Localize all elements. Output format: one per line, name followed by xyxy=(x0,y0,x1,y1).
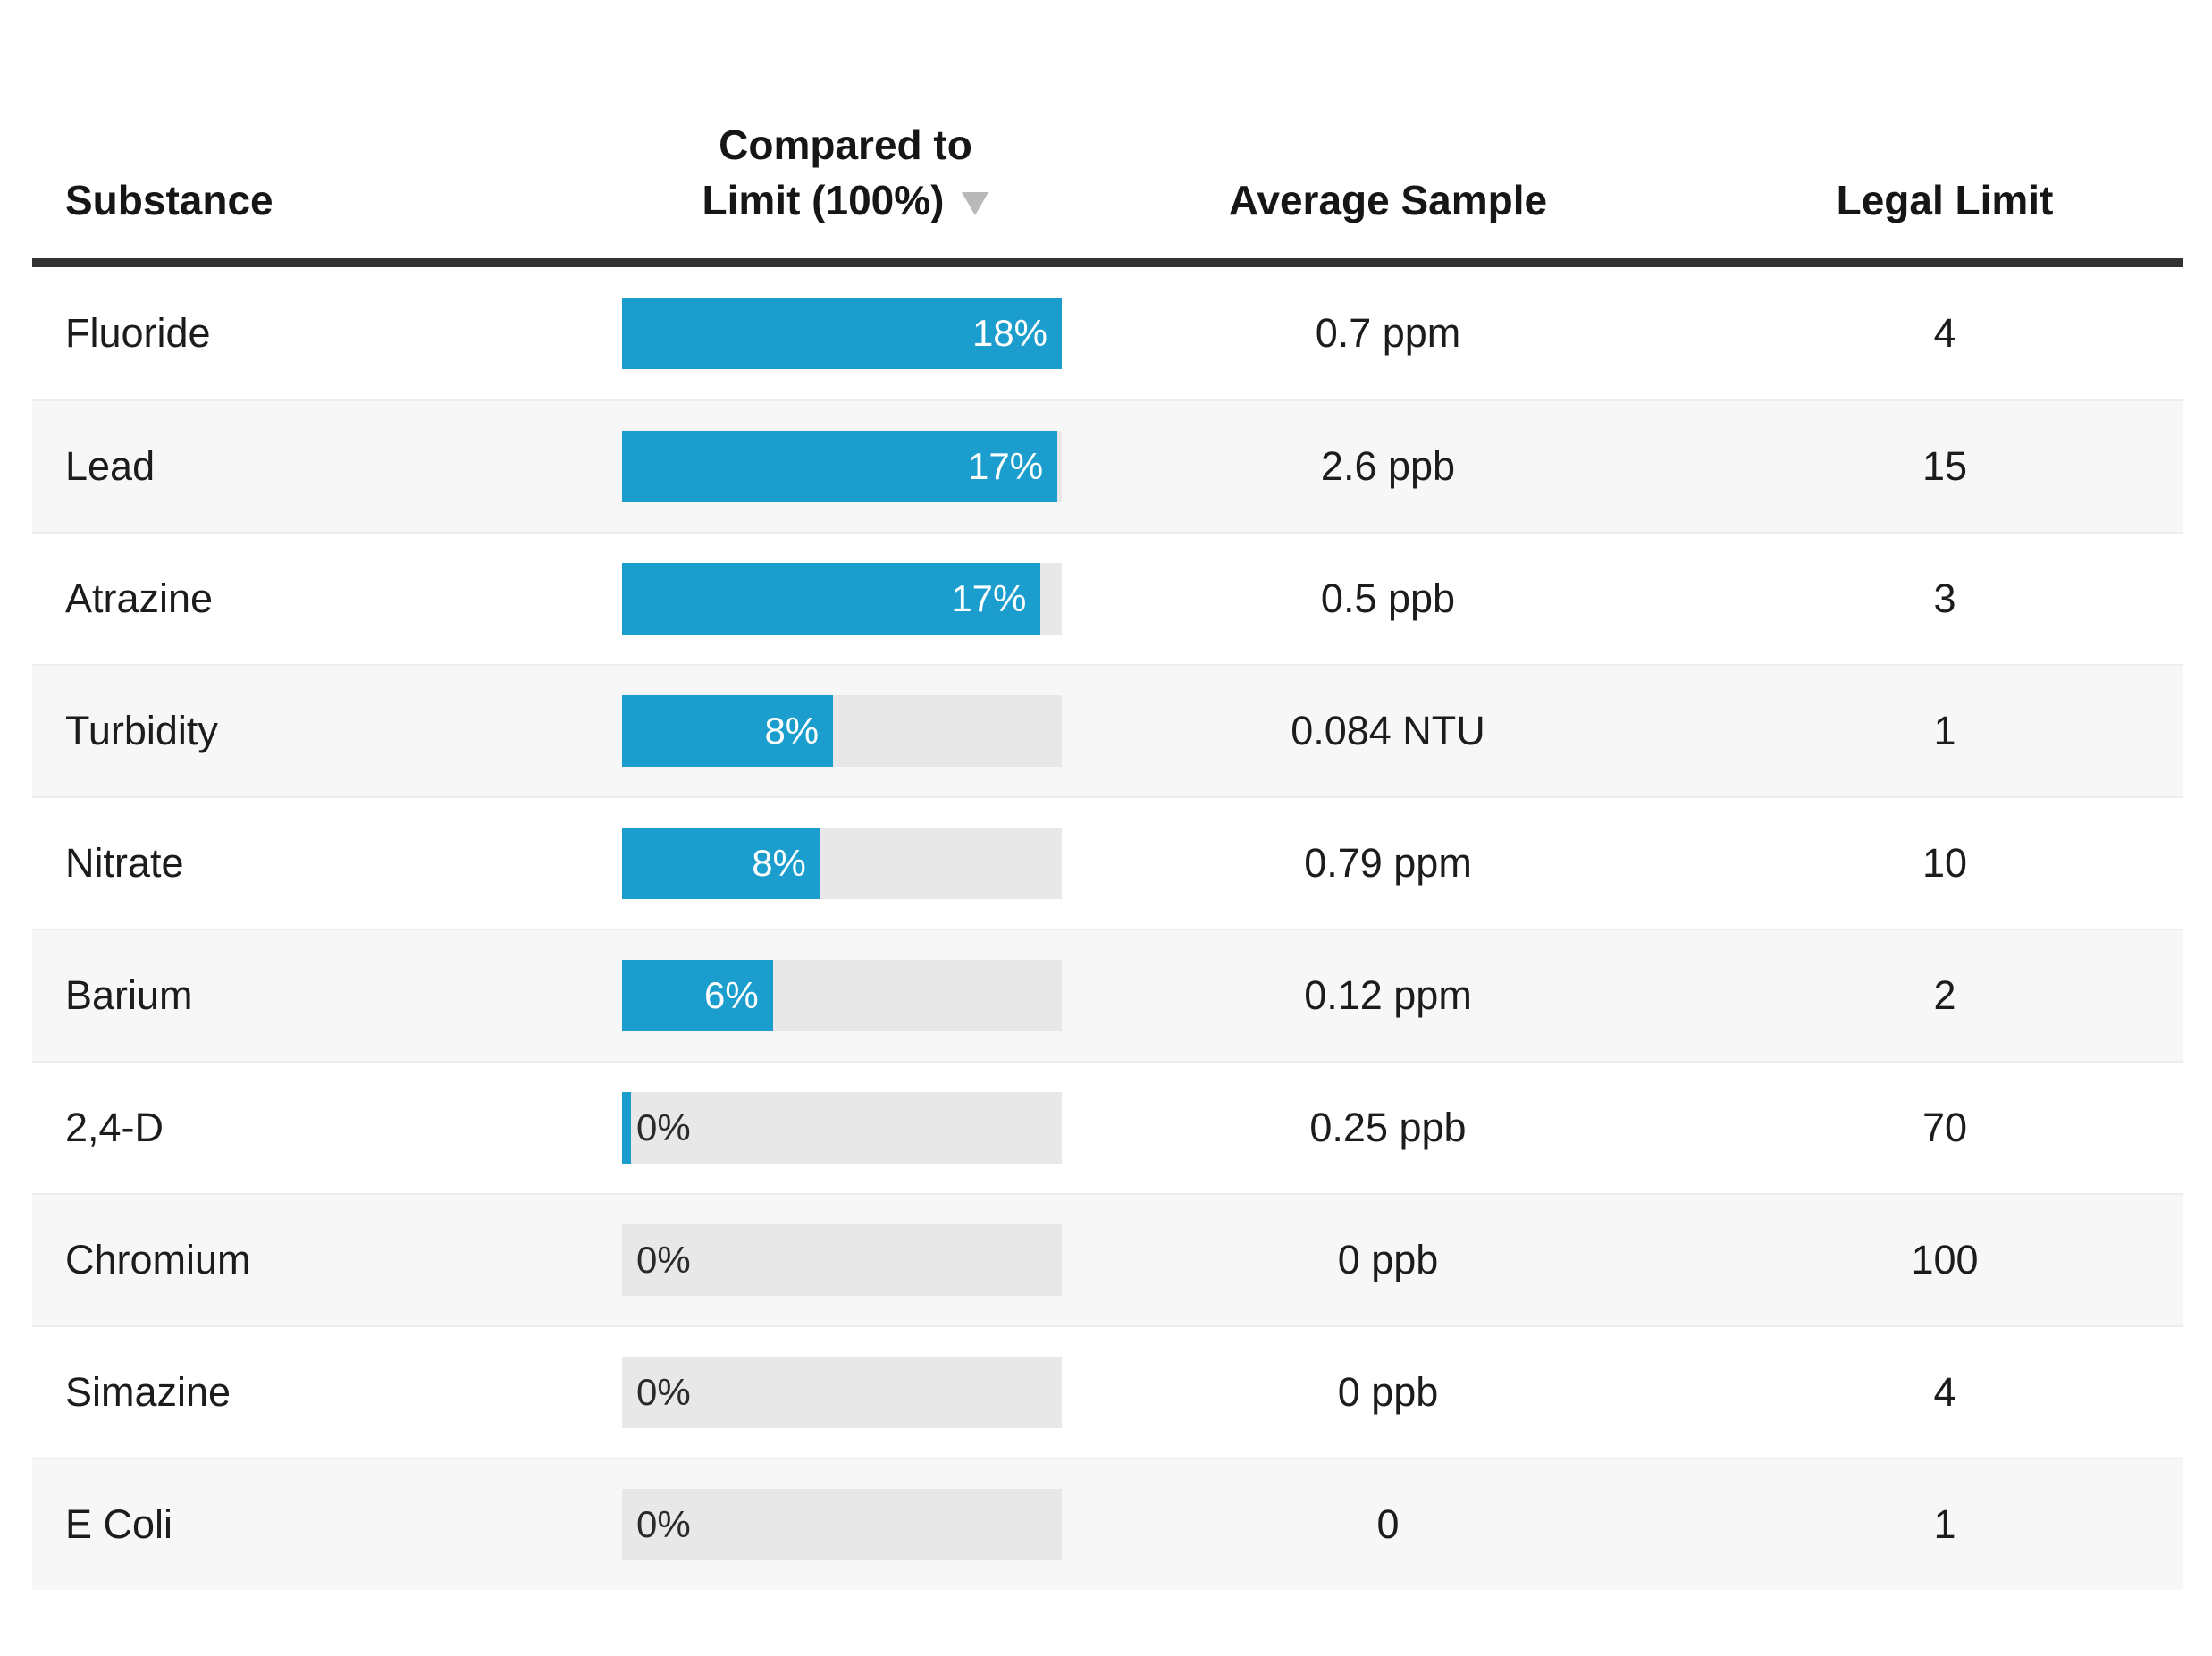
bar-fill xyxy=(622,960,773,1031)
bar-track: 8% xyxy=(622,695,1062,767)
compared-to-limit-cell: 17% xyxy=(622,431,1069,502)
bar-fill xyxy=(622,1092,631,1164)
bar-percent-label: 0% xyxy=(636,1239,691,1281)
water-quality-table: Substance Compared to Limit (100%) Avera… xyxy=(32,0,2183,1590)
compared-header-line2: Limit (100%) xyxy=(702,177,945,223)
substance-name: Fluoride xyxy=(65,310,211,356)
table-row: Chromium 0% 0 ppb 100 xyxy=(32,1193,2183,1325)
substance-name: Chromium xyxy=(65,1237,251,1282)
bar-fill xyxy=(622,431,1058,502)
bar-percent-label: 17% xyxy=(951,577,1027,619)
bar-percent-label: 0% xyxy=(636,1503,691,1545)
average-sample-value: 0.25 ppb xyxy=(1309,1105,1467,1150)
legal-limit-value: 15 xyxy=(1922,443,1968,489)
average-sample-value: 0 ppb xyxy=(1337,1369,1439,1415)
table-row: Atrazine 17% 0.5 ppb 3 xyxy=(32,532,2183,664)
column-header-legal-limit[interactable]: Legal Limit xyxy=(1836,177,2054,223)
bar-track: 6% xyxy=(622,960,1062,1031)
average-sample-value: 0.5 ppb xyxy=(1320,576,1456,621)
legal-limit-value: 3 xyxy=(1933,576,1956,621)
average-sample-value: 0.79 ppm xyxy=(1304,840,1472,886)
table-row: 2,4-D 0% 0.25 ppb 70 xyxy=(32,1061,2183,1193)
legal-limit-value: 2 xyxy=(1933,972,1956,1018)
compared-to-limit-cell: 6% xyxy=(622,960,1069,1031)
table-body: Fluoride 18% 0.7 ppm 4 Lead 17% 2.6 ppb 15 Atraz… xyxy=(32,267,2183,1590)
average-sample-value: 0.7 ppm xyxy=(1315,310,1461,356)
bar-percent-label: 8% xyxy=(764,710,820,752)
legal-limit-value: 100 xyxy=(1911,1237,1979,1282)
bar-track: 17% xyxy=(622,563,1062,635)
compared-to-limit-cell: 18% xyxy=(622,298,1069,369)
table-row: Turbidity 8% 0.084 NTU 1 xyxy=(32,664,2183,796)
bar-fill xyxy=(622,563,1041,635)
bar-percent-label: 6% xyxy=(704,974,759,1016)
legal-limit-value: 1 xyxy=(1933,708,1956,753)
bar-fill xyxy=(622,695,834,767)
average-sample-value: 2.6 ppb xyxy=(1320,443,1456,489)
substance-name: Lead xyxy=(65,443,156,489)
substance-name: Atrazine xyxy=(65,576,214,621)
table-row: Nitrate 8% 0.79 ppm 10 xyxy=(32,796,2183,929)
substance-name: E Coli xyxy=(65,1501,173,1547)
table-row: Lead 17% 2.6 ppb 15 xyxy=(32,399,2183,532)
bar-track: 18% xyxy=(622,298,1062,369)
compared-to-limit-cell: 8% xyxy=(622,828,1069,899)
table-row: Simazine 0% 0 ppb 4 xyxy=(32,1325,2183,1458)
table-header-row: Substance Compared to Limit (100%) Avera… xyxy=(32,0,2183,258)
substance-name: Simazine xyxy=(65,1369,231,1415)
compared-to-limit-cell: 0% xyxy=(622,1357,1069,1428)
average-sample-value: 0 ppb xyxy=(1337,1237,1439,1282)
bar-track: 0% xyxy=(622,1092,1062,1164)
bar-track: 8% xyxy=(622,828,1062,899)
average-sample-value: 0 xyxy=(1376,1501,1400,1547)
average-sample-value: 0.12 ppm xyxy=(1304,972,1472,1018)
bar-track: 0% xyxy=(622,1489,1062,1560)
compared-to-limit-cell: 17% xyxy=(622,563,1069,635)
compared-to-limit-cell: 0% xyxy=(622,1092,1069,1164)
bar-percent-label: 18% xyxy=(971,312,1047,354)
column-header-substance[interactable]: Substance xyxy=(65,177,273,223)
substance-name: 2,4-D xyxy=(65,1105,164,1150)
bar-fill xyxy=(622,828,820,899)
header-divider xyxy=(32,258,2183,267)
bar-track: 17% xyxy=(622,431,1062,502)
column-header-average-sample[interactable]: Average Sample xyxy=(1228,177,1548,223)
legal-limit-value: 4 xyxy=(1933,310,1956,356)
compared-to-limit-cell: 8% xyxy=(622,695,1069,767)
compared-to-limit-cell: 0% xyxy=(622,1224,1069,1296)
compared-to-limit-cell: 0% xyxy=(622,1489,1069,1560)
substance-name: Nitrate xyxy=(65,840,184,886)
bar-percent-label: 0% xyxy=(636,1106,691,1148)
bar-track: 0% xyxy=(622,1224,1062,1296)
compared-header-line1: Compared to xyxy=(719,122,972,168)
legal-limit-value: 70 xyxy=(1922,1105,1968,1150)
legal-limit-value: 4 xyxy=(1933,1369,1956,1415)
table-row: Fluoride 18% 0.7 ppm 4 xyxy=(32,267,2183,399)
substance-name: Barium xyxy=(65,972,193,1018)
bar-percent-label: 17% xyxy=(968,445,1044,487)
table-row: E Coli 0% 0 1 xyxy=(32,1458,2183,1590)
column-header-compared-to-limit[interactable]: Compared to Limit (100%) xyxy=(622,117,1069,228)
table-row: Barium 6% 0.12 ppm 2 xyxy=(32,929,2183,1061)
bar-track: 0% xyxy=(622,1357,1062,1428)
average-sample-value: 0.084 NTU xyxy=(1291,708,1485,753)
legal-limit-value: 1 xyxy=(1933,1501,1956,1547)
bar-percent-label: 8% xyxy=(752,842,806,884)
bar-percent-label: 0% xyxy=(636,1371,691,1413)
substance-name: Turbidity xyxy=(65,708,218,753)
bar-fill xyxy=(622,298,1062,369)
legal-limit-value: 10 xyxy=(1922,840,1968,886)
sort-descending-icon[interactable] xyxy=(962,192,989,215)
